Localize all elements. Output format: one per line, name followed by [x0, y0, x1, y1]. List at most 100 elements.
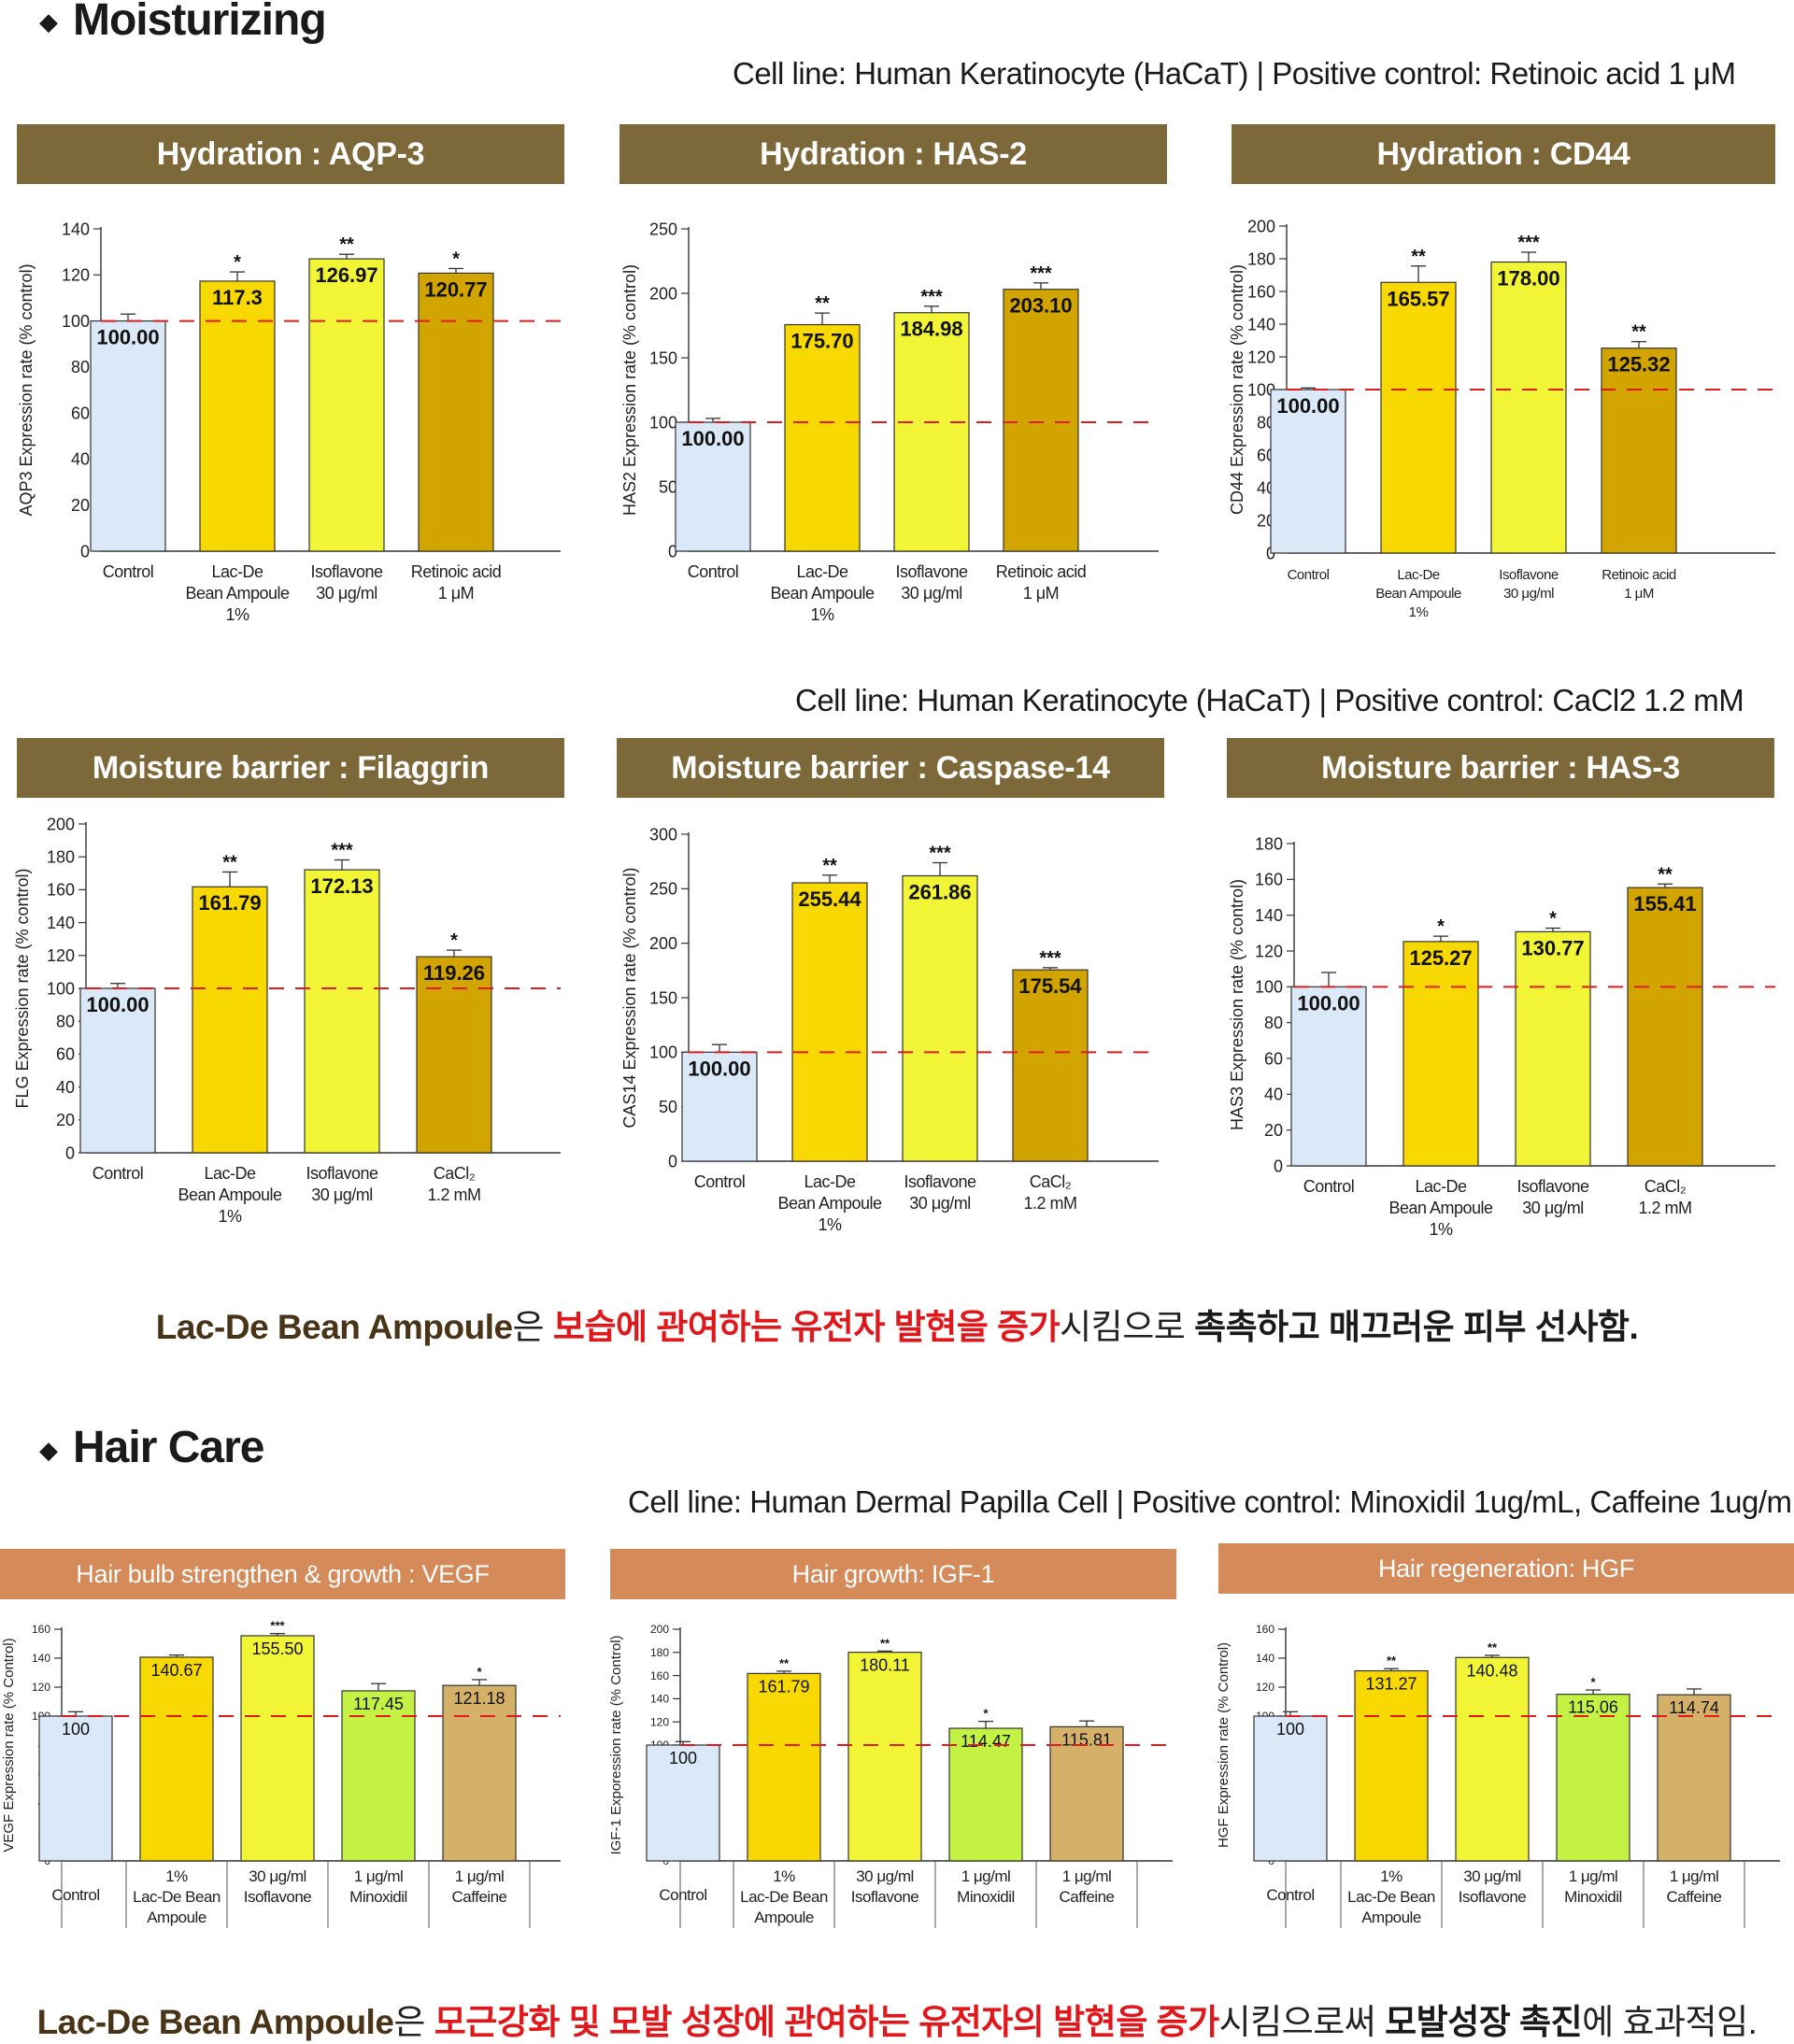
data-label: 100	[669, 1749, 697, 1767]
data-label: 178.00	[1497, 267, 1559, 291]
significance-marker: ***	[331, 840, 353, 860]
y-axis-label: CD44 Expression rate (% control)	[1228, 264, 1246, 515]
data-label: 172.13	[310, 874, 373, 898]
significance-marker: **	[815, 293, 830, 314]
y-tick-label: 250	[649, 220, 677, 238]
chart-igf1: IGF-1 Exporession rate (% Control)020406…	[608, 1623, 1173, 1928]
y-tick-label: 0	[65, 1143, 75, 1162]
category-label: Bean Ampoule	[185, 584, 290, 603]
y-tick-label: 80	[56, 1013, 75, 1031]
summary-ending: 에 효과적임.	[1582, 2003, 1758, 2041]
bar-3	[1012, 969, 1089, 1162]
bar-4	[442, 1684, 517, 1862]
y-tick-label: 20	[71, 496, 90, 515]
significance-marker: ***	[1030, 263, 1052, 284]
bar-0	[681, 1051, 758, 1162]
bar-2	[240, 1635, 315, 1862]
category-label: 1%	[810, 605, 834, 624]
banner-vegf: Hair bulb strengthen & growth : VEGF	[0, 1549, 565, 1599]
category-label: Lac-De	[796, 562, 848, 581]
chart-caspase14: CAS14 Expression rate (% control) 0 50 100 1…	[620, 825, 1159, 1234]
y-tick-label: 200	[649, 284, 677, 303]
category-label: Bean Ampoule	[178, 1185, 282, 1204]
category-label: Lac-De	[1397, 567, 1440, 583]
data-label: 161.79	[198, 891, 261, 915]
category-label: Control	[103, 562, 154, 581]
category-label: 1 μM	[438, 584, 474, 603]
category-label: 1.2 mM	[1023, 1194, 1076, 1213]
data-label: 115.06	[1568, 1698, 1618, 1717]
significance-marker: *	[983, 1707, 989, 1721]
y-tick-label: 120	[32, 1681, 50, 1694]
y-axis-label: HAS3 Expression rate (% control)	[1228, 879, 1246, 1130]
category-label: 1 μM	[1624, 586, 1654, 602]
bar-2	[893, 312, 970, 552]
data-label: 140.48	[1466, 1661, 1517, 1680]
category-label: 1.2 mM	[1638, 1199, 1691, 1217]
significance-marker: ***	[1517, 233, 1540, 253]
significance-marker: **	[1658, 864, 1673, 885]
data-label: 117.45	[353, 1695, 404, 1713]
category-label: 1%	[818, 1215, 842, 1234]
category-label: Lac-De	[804, 1172, 856, 1191]
significance-marker: ***	[270, 1619, 285, 1633]
category-label: 1 μg/ml	[961, 1867, 1011, 1885]
category-label: Caffeine	[1059, 1888, 1114, 1906]
data-label: 115.81	[1061, 1730, 1112, 1749]
bar-3	[1003, 289, 1079, 552]
bar-1	[791, 882, 868, 1162]
y-tick-label: 120	[62, 266, 90, 285]
cell-line-note-3: Cell line: Human Dermal Papilla Cell | P…	[628, 1484, 1794, 1519]
y-tick-label: 160	[32, 1623, 50, 1636]
y-tick-label: 0	[668, 1152, 677, 1171]
bar-2	[847, 1652, 922, 1862]
category-label: 1%	[165, 1867, 188, 1885]
bar-4	[1049, 1725, 1124, 1862]
cell-line-note-2: Cell line: Human Keratinocyte (HaCaT) | …	[795, 683, 1744, 717]
banner-aqp3: Hydration : AQP-3	[17, 124, 564, 184]
significance-marker: ***	[920, 287, 943, 307]
category-label: CaCl₂	[1644, 1177, 1687, 1196]
y-tick-label: 80	[71, 358, 90, 376]
banner-has3: Moisture barrier : HAS-3	[1227, 738, 1774, 798]
significance-marker: *	[477, 1665, 482, 1679]
y-axis-label: CAS14 Expression rate (% control)	[620, 867, 639, 1128]
y-axis-label: HGF Expression rate (% Control)	[1216, 1642, 1232, 1848]
summary-product: Lac-De Bean Ampoule	[36, 2003, 394, 2041]
category-label: Minoxidil	[1564, 1888, 1622, 1906]
significance-marker: *	[1437, 916, 1445, 937]
chart-cd44: CD44 Expression rate (% control)02040608…	[1228, 217, 1775, 620]
y-tick-label: 100	[1255, 978, 1283, 997]
summary-highlight: 보습에 관여하는 유전자 발현을 증가	[552, 1308, 1061, 1346]
data-label: 155.50	[251, 1639, 303, 1658]
banner-has2: Hydration : HAS-2	[619, 124, 1167, 184]
category-label: Isoflavone	[306, 1164, 378, 1183]
category-label: Control	[694, 1172, 746, 1191]
significance-marker: ***	[929, 843, 951, 863]
bar-1	[199, 280, 276, 552]
category-label: 30 μg/ml	[1522, 1199, 1583, 1217]
y-axis-label: VEGF Expression rate (% Control)	[1, 1638, 17, 1852]
category-label: 1%	[1409, 604, 1429, 620]
summary-particle: 은	[393, 2003, 434, 2041]
data-label: 125.27	[1409, 946, 1472, 970]
significance-marker: *	[1549, 909, 1557, 930]
chart-has3: HAS3 Expression rate (% control) 0 20 40 60 8…	[1228, 834, 1775, 1239]
y-tick-label: 40	[1264, 1086, 1283, 1104]
bullet-icon: ◆	[39, 7, 58, 35]
y-tick-label: 100	[47, 979, 75, 998]
y-tick-label: 0	[668, 542, 677, 561]
bar-0	[646, 1744, 720, 1862]
data-label: 175.70	[790, 330, 853, 353]
summary-product: Lac-De Bean Ampoule	[155, 1308, 513, 1346]
chart-vegf: VEGF Expression rate (% Control)02040608…	[1, 1619, 561, 1928]
data-label: 117.3	[212, 286, 263, 309]
category-label: Lac-De Bean	[1347, 1888, 1435, 1906]
y-tick-label: 160	[1256, 1623, 1274, 1636]
data-label: 120.77	[424, 277, 487, 301]
category-label: Bean Ampoule	[1388, 1199, 1493, 1217]
category-label: Lac-De Bean	[740, 1888, 828, 1906]
banner-caspase14: Moisture barrier : Caspase-14	[617, 738, 1164, 798]
bar-3	[416, 956, 492, 1154]
category-label: Control	[1266, 1886, 1314, 1904]
